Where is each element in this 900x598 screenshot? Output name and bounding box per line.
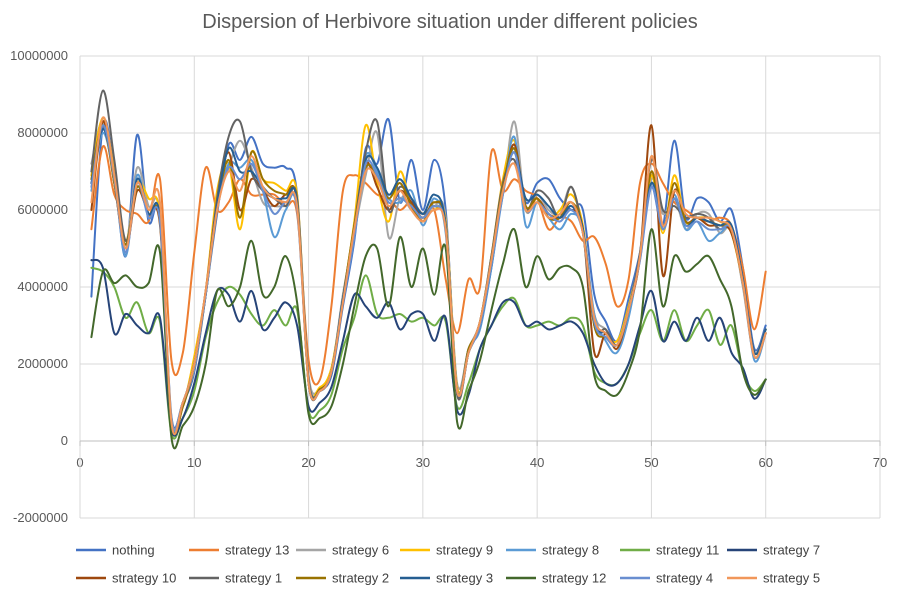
legend-label: strategy 9 (436, 543, 493, 558)
y-tick-label: 6000000 (17, 202, 68, 217)
legend-label: strategy 2 (332, 571, 389, 586)
x-tick-label: 60 (758, 455, 772, 470)
series-line-strategy-5 (90, 116, 767, 436)
legend-item: strategy 11 (620, 543, 719, 558)
legend-item: strategy 10 (76, 571, 176, 586)
x-tick-label: 40 (530, 455, 544, 470)
x-tick-label: 70 (873, 455, 887, 470)
legend-item: strategy 8 (506, 543, 599, 558)
legend-item: strategy 5 (727, 571, 820, 586)
x-tick-label: 20 (301, 455, 315, 470)
legend-label: strategy 7 (763, 543, 820, 558)
y-tick-label: -2000000 (13, 510, 68, 525)
y-tick-label: 4000000 (17, 279, 68, 294)
y-tick-label: 8000000 (17, 125, 68, 140)
series-line-strategy-11 (90, 266, 767, 440)
series-lines (90, 89, 767, 450)
legend-label: strategy 1 (225, 571, 282, 586)
legend-label: strategy 5 (763, 571, 820, 586)
y-tick-label: 2000000 (17, 356, 68, 371)
legend-label: strategy 8 (542, 543, 599, 558)
chart-title: Dispersion of Herbivore situation under … (202, 11, 697, 33)
legend-item: strategy 1 (189, 571, 282, 586)
x-tick-label: 10 (187, 455, 201, 470)
legend-label: strategy 13 (225, 543, 289, 558)
legend-label: strategy 6 (332, 543, 389, 558)
y-tick-label: 0 (61, 433, 68, 448)
legend-item: strategy 7 (727, 543, 820, 558)
legend-label: nothing (112, 543, 155, 558)
legend-item: strategy 2 (296, 571, 389, 586)
legend-label: strategy 3 (436, 571, 493, 586)
legend-item: strategy 4 (620, 571, 713, 586)
legend-label: strategy 12 (542, 571, 606, 586)
axes: -2000000 0 2000000 4000000 6000000 8000000 100… (10, 48, 887, 525)
legend-item: strategy 13 (189, 543, 289, 558)
legend-label: strategy 11 (656, 543, 719, 558)
y-tick-label: 10000000 (10, 48, 68, 63)
legend-item: strategy 6 (296, 543, 389, 558)
legend-label: strategy 10 (112, 571, 176, 586)
legend-item: strategy 3 (400, 571, 493, 586)
x-tick-label: 50 (644, 455, 658, 470)
series-line-strategy-4 (90, 124, 767, 432)
legend-item: nothing (76, 543, 155, 558)
series-line-strategy-12 (90, 228, 767, 450)
legend-item: strategy 12 (506, 571, 606, 586)
legend: nothing strategy 13 strategy 6 strategy 9 st… (76, 543, 820, 586)
legend-label: strategy 4 (656, 571, 713, 586)
legend-item: strategy 9 (400, 543, 493, 558)
x-tick-label: 30 (416, 455, 430, 470)
series-line-strategy-7 (90, 258, 767, 437)
